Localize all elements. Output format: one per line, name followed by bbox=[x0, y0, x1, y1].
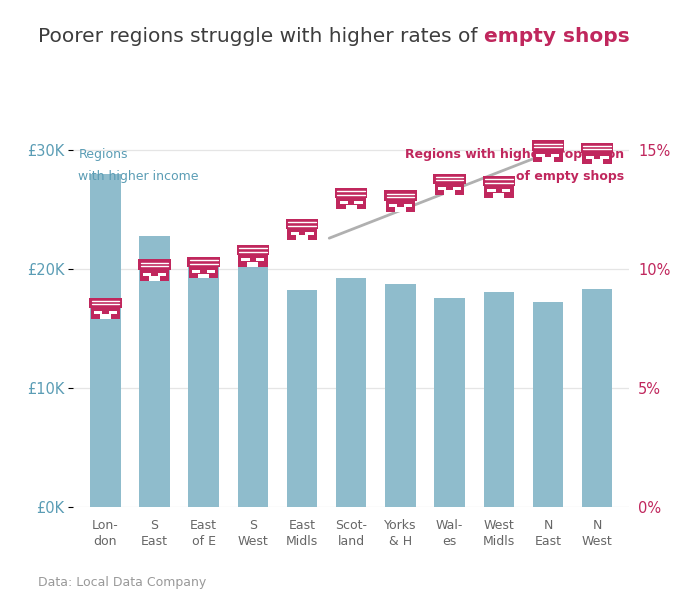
Bar bbox=[100, 314, 111, 319]
Bar bbox=[296, 235, 308, 241]
Bar bbox=[435, 184, 464, 195]
Bar bbox=[187, 257, 220, 268]
Bar bbox=[138, 259, 171, 269]
Bar bbox=[336, 198, 366, 209]
Bar bbox=[482, 176, 515, 187]
Bar bbox=[433, 174, 466, 184]
Bar bbox=[89, 298, 122, 308]
Bar bbox=[536, 154, 545, 157]
Bar bbox=[444, 190, 455, 195]
Bar bbox=[438, 187, 447, 190]
Bar bbox=[591, 159, 603, 164]
Bar bbox=[305, 232, 314, 235]
Bar bbox=[533, 302, 563, 507]
Bar bbox=[484, 187, 514, 197]
Bar bbox=[256, 259, 264, 262]
Bar bbox=[552, 154, 559, 157]
Bar bbox=[108, 311, 117, 314]
Bar bbox=[143, 272, 151, 275]
Text: Regions: Regions bbox=[78, 148, 128, 161]
Bar bbox=[189, 268, 219, 278]
Bar bbox=[434, 298, 465, 507]
Text: Data: Local Data Company: Data: Local Data Company bbox=[38, 576, 207, 589]
Bar bbox=[493, 193, 505, 197]
Bar bbox=[487, 189, 496, 192]
Bar bbox=[287, 229, 317, 241]
Bar bbox=[384, 190, 417, 200]
Bar bbox=[403, 203, 412, 206]
Bar bbox=[192, 270, 201, 273]
Text: with higher income: with higher income bbox=[78, 170, 199, 183]
Bar bbox=[354, 201, 363, 204]
Bar bbox=[158, 272, 166, 275]
Bar bbox=[90, 174, 121, 507]
Bar bbox=[247, 262, 259, 266]
Bar bbox=[385, 284, 416, 507]
Bar bbox=[140, 269, 169, 281]
Bar bbox=[189, 263, 219, 507]
Bar bbox=[336, 278, 366, 507]
Bar bbox=[600, 156, 609, 159]
Bar bbox=[484, 292, 514, 507]
Bar bbox=[581, 143, 613, 153]
Bar bbox=[386, 200, 415, 212]
Bar bbox=[502, 189, 510, 192]
Bar bbox=[198, 274, 209, 278]
Text: empty shops: empty shops bbox=[484, 27, 630, 46]
Bar bbox=[586, 156, 594, 159]
Bar bbox=[287, 290, 317, 507]
Bar bbox=[139, 236, 170, 507]
Bar bbox=[238, 260, 268, 507]
Bar bbox=[340, 201, 348, 204]
Bar bbox=[582, 153, 612, 164]
Text: Poorer regions struggle with higher rates of: Poorer regions struggle with higher rate… bbox=[38, 27, 484, 46]
Bar bbox=[345, 205, 357, 209]
Bar bbox=[149, 276, 160, 281]
Bar bbox=[533, 151, 563, 162]
Bar bbox=[582, 289, 612, 507]
Bar bbox=[291, 232, 299, 235]
Bar bbox=[335, 188, 368, 198]
Bar bbox=[532, 140, 564, 151]
Text: of empty shops: of empty shops bbox=[516, 170, 624, 183]
Text: Regions with higher proportion: Regions with higher proportion bbox=[405, 148, 624, 161]
Bar bbox=[395, 207, 406, 212]
Bar bbox=[389, 203, 397, 206]
Bar bbox=[91, 308, 120, 319]
Bar bbox=[207, 270, 215, 273]
Bar bbox=[241, 259, 250, 262]
Bar bbox=[94, 311, 102, 314]
Bar bbox=[237, 245, 269, 256]
Bar bbox=[542, 157, 554, 162]
Bar bbox=[286, 219, 318, 229]
Bar bbox=[238, 256, 268, 266]
Bar bbox=[453, 187, 461, 190]
